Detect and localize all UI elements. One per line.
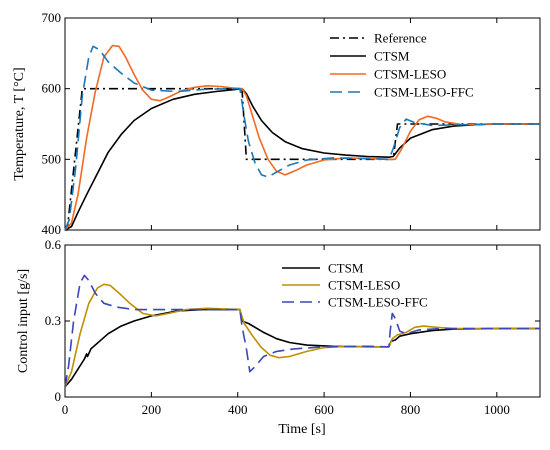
x-tick-label: 200: [142, 402, 162, 417]
y-tick-label: 0: [55, 389, 62, 404]
control-input-y-axis-label: Control input [g/s]: [16, 269, 31, 373]
legend-label: CTSM-LESO: [328, 278, 400, 293]
temperature-legend: Reference CTSM CTSM-LESO CTSM-LESO-FFC: [330, 31, 474, 100]
control-input-panel: 0 200 400 600 800 1000 0 0.3 0.6 Control input …: [16, 237, 541, 437]
y-tick-label: 0.3: [45, 313, 61, 328]
legend-label: CTSM-LESO-FFC: [374, 85, 474, 100]
temperature-series-lines: [64, 44, 540, 231]
y-tick-label: 700: [42, 10, 62, 25]
control-input-legend: CTSM CTSM-LESO CTSM-LESO-FFC: [282, 261, 428, 310]
temperature-y-axis-label: Temperature, T [°C]: [12, 67, 27, 180]
series-line-ctsm-leso: [64, 44, 540, 231]
control-input-series-lines: [64, 274, 540, 388]
x-tick-label: 0: [62, 402, 69, 417]
y-tick-label: 400: [42, 222, 62, 237]
y-tick-label: 0.6: [45, 237, 62, 252]
legend-label: CTSM-LESO: [374, 67, 446, 82]
x-tick-label: 800: [401, 402, 421, 417]
series-line-ctsm-leso-ffc: [64, 45, 540, 231]
series-line-ctsm-leso: [64, 283, 540, 388]
y-tick-label: 500: [42, 151, 62, 166]
x-tick-label: 600: [314, 402, 334, 417]
legend-label: Reference: [374, 31, 427, 46]
series-line-reference: [65, 87, 540, 231]
legend-label: CTSM: [328, 261, 364, 276]
x-tick-label: 1000: [484, 402, 510, 417]
series-line-ctsm: [64, 308, 540, 388]
legend-label: CTSM: [374, 49, 410, 64]
y-tick-label: 600: [42, 81, 62, 96]
legend-label: CTSM-LESO-FFC: [328, 295, 428, 310]
control-input-plot-area: [64, 244, 541, 398]
x-axis-label: Time [s]: [278, 422, 325, 437]
series-line-ctsm: [64, 87, 540, 231]
x-tick-label: 400: [228, 402, 248, 417]
series-line-ctsm-leso-ffc: [64, 274, 540, 388]
temperature-panel: 400 500 600 700 Temperature, T [°C] Referen…: [12, 10, 541, 237]
